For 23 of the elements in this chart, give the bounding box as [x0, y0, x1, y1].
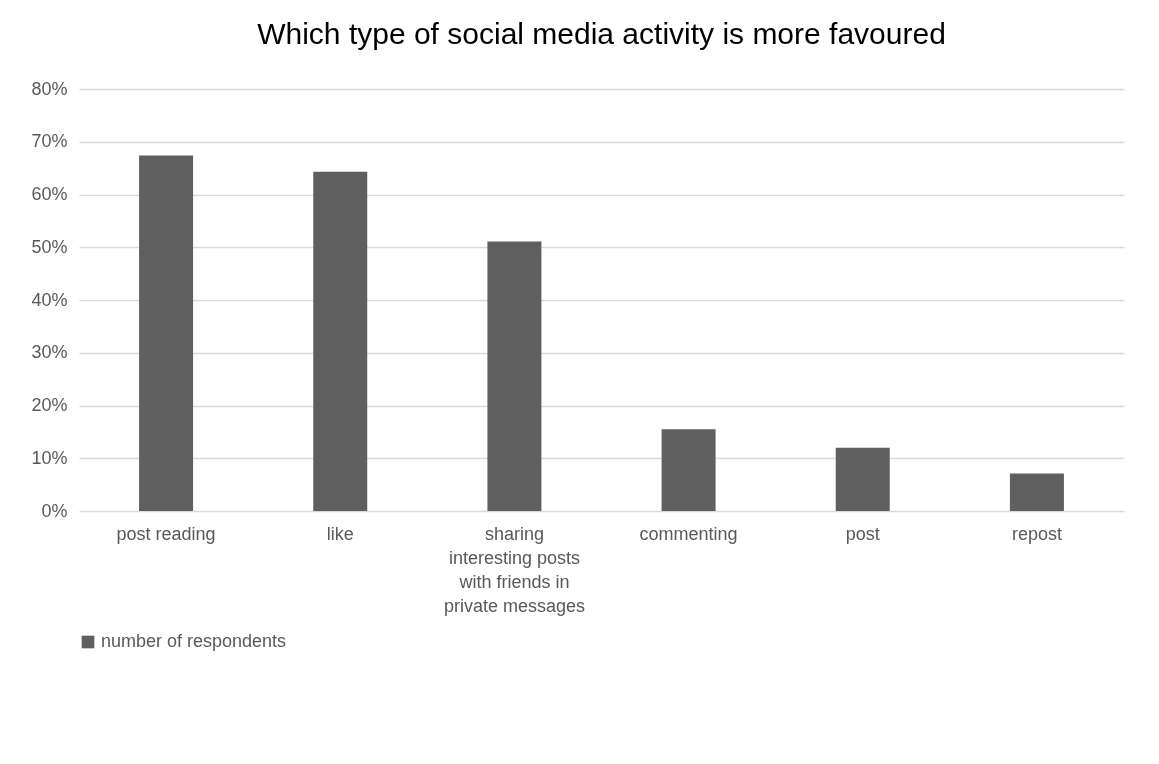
bar [139, 155, 194, 511]
x-tick-label: post reading [116, 523, 216, 544]
y-tick-label: 10% [31, 447, 68, 468]
y-tick-label: 40% [31, 289, 68, 310]
bar [835, 447, 890, 511]
x-tick-label: sharing interesting posts with friends in private messages [443, 523, 585, 616]
y-tick-label: 80% [31, 78, 68, 99]
bar [661, 429, 716, 511]
bar [1009, 473, 1064, 511]
x-tick-label: repost [1011, 523, 1062, 544]
x-tick-label: commenting [639, 523, 738, 544]
x-tick-label: like [326, 523, 354, 544]
y-tick-label: 50% [31, 236, 68, 257]
bar [487, 241, 542, 511]
y-tick-label: 60% [31, 184, 68, 204]
x-tick-label: post [845, 523, 880, 544]
y-tick-label: 70% [31, 131, 68, 152]
chart-title: Which type of social media activity is more favoured [257, 17, 946, 50]
bar [313, 171, 368, 511]
y-tick-label: 0% [41, 500, 68, 521]
y-tick-label: 30% [31, 342, 68, 363]
y-tick-label: 20% [31, 395, 68, 415]
legend-label: number of respondents [101, 631, 287, 651]
